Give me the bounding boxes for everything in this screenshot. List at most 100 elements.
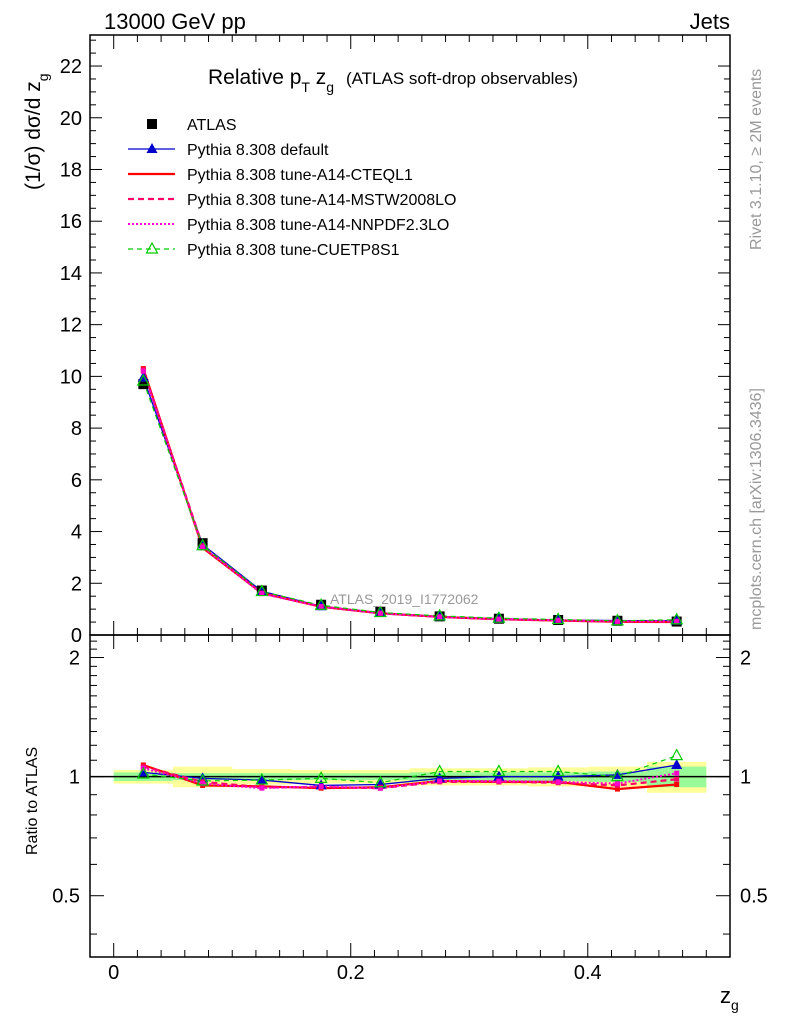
ratio-point-cteql1 [614, 786, 620, 792]
main-y-tick-label: 18 [60, 159, 82, 181]
mcplots-label: mcplots.cern.ch [arXiv:1306.3436] [748, 388, 765, 630]
ratio-point-default [434, 772, 446, 783]
ratio-point-cteql1 [674, 782, 680, 788]
ratio-point-nnpdf [318, 783, 324, 789]
ratio-point-cuetp8s1 [551, 764, 565, 777]
ratio-point-default [374, 778, 386, 789]
ratio-point-cuetp8s1 [670, 748, 684, 761]
main-frame [89, 34, 731, 636]
ratio-y-ticks: 0.5 0.5 1 1 2 2 [52, 640, 768, 935]
main-point-cuetp8s1 [670, 612, 684, 625]
legend-label-nnpdf: Pythia 8.308 tune-A14-NNPDF2.3LO [187, 217, 449, 234]
main-y-tick-label: 4 [71, 522, 82, 544]
main-y-tick-label: 0 [71, 625, 82, 647]
ratio-line-nnpdf [143, 767, 677, 790]
main-point-default [256, 585, 268, 596]
main-line-mstw [142, 369, 677, 623]
ratio-series-lines [142, 755, 677, 791]
main-y-tick-label: 12 [60, 315, 82, 337]
main-y-tick-label: 14 [60, 263, 82, 285]
main-y-tick-label: 10 [60, 366, 82, 388]
ratio-point-nnpdf [437, 778, 443, 784]
ratio-point-nnpdf [259, 785, 265, 791]
main-point-cuetp8s1 [610, 613, 624, 626]
title-z: z [310, 66, 326, 89]
ratio-y-tick-label: 0.5 [52, 886, 80, 908]
title-main: Relative p [208, 66, 301, 89]
legend-label-atlas: ATLAS [187, 117, 237, 134]
rivet-label: Rivet 3.1.10, ≥ 2M events [748, 69, 765, 250]
y-label-pre: (1/σ) dσ/d z [22, 81, 45, 190]
ratio-point-cuetp8s1 [492, 764, 506, 777]
main-y-tick-label: 6 [71, 470, 82, 492]
main-point-cuetp8s1 [255, 584, 269, 597]
ratio-point-nnpdf [377, 785, 383, 791]
x-tick-label: 0.2 [337, 962, 365, 984]
legend-marker-default [146, 143, 158, 153]
main-y-label: (1/σ) dσ/d zg [22, 73, 51, 190]
header-right: Jets [690, 9, 730, 34]
legend-marker-atlas [147, 119, 157, 129]
ratio-y-tick-label-right: 2 [740, 648, 751, 670]
x-label-main: z [720, 983, 731, 1008]
main-point-nnpdf [377, 610, 383, 616]
main-line-cuetp8s1 [142, 380, 677, 622]
main-y-tick-label: 8 [71, 418, 82, 440]
title-sub-T: T [301, 79, 310, 95]
main-point-nnpdf [140, 368, 146, 374]
ratio-frame [89, 634, 731, 958]
main-line-nnpdf [142, 370, 677, 623]
y-label-sub: g [35, 73, 51, 81]
ratio-point-nnpdf [555, 779, 561, 785]
main-point-cuetp8s1 [136, 373, 150, 386]
main-point-cuetp8s1 [196, 538, 210, 551]
ratio-line-mstw [143, 765, 677, 790]
main-x-ticks [113, 35, 707, 635]
main-point-nnpdf [614, 618, 620, 624]
ratio-point-cuetp8s1 [373, 775, 387, 788]
main-y-tick-label: 2 [71, 573, 82, 595]
ratio-y-label: Ratio to ATLAS [24, 747, 41, 855]
title-sub-g: g [326, 79, 334, 95]
ratio-line-default [143, 764, 677, 787]
chart-title: Relative pT zg (ATLAS soft-drop observab… [208, 66, 578, 97]
legend-label-mstw: Pythia 8.308 tune-A14-MSTW2008LO [187, 192, 456, 209]
ratio-panel: 0.5 0.5 1 1 2 2 0 0.2 0.4 Ratio to ATLAS zg [24, 634, 768, 1013]
main-point-nnpdf [318, 604, 324, 610]
ratio-point-cuetp8s1 [610, 769, 624, 782]
watermark: ATLAS_2019_I1772062 [330, 591, 479, 607]
main-y-tick-label: 20 [60, 108, 82, 130]
ratio-point-default [671, 758, 683, 769]
ratio-x-ticks: 0 0.2 0.4 [108, 635, 707, 984]
ratio-point-nnpdf [200, 781, 206, 787]
ratio-point-cuetp8s1 [136, 766, 150, 779]
ratio-point-cuetp8s1 [255, 772, 269, 785]
x-label-sub: g [731, 997, 739, 1013]
ratio-y-tick-label: 2 [69, 648, 80, 670]
main-line-default [142, 377, 677, 622]
ratio-y-tick-label-right: 0.5 [740, 886, 768, 908]
main-line-cteql1 [142, 368, 677, 624]
main-y-tick-label: 16 [60, 211, 82, 233]
ratio-point-default [256, 774, 268, 785]
main-point-nnpdf [674, 618, 680, 624]
ratio-point-cuetp8s1 [196, 773, 210, 786]
legend-label-cuetp8s1: Pythia 8.308 tune-CUETP8S1 [187, 242, 400, 259]
title-extra: (ATLAS soft-drop observables) [346, 69, 578, 88]
main-point-cuetp8s1 [433, 608, 447, 621]
legend-label-cteql1: Pythia 8.308 tune-A14-CTEQL1 [187, 167, 413, 184]
main-point-cuetp8s1 [551, 612, 565, 625]
ratio-point-cuetp8s1 [314, 771, 328, 783]
legend-marker-cuetp8s1 [145, 241, 159, 254]
main-point-cuetp8s1 [373, 605, 387, 618]
ratio-point-cuetp8s1 [433, 764, 447, 777]
main-series-points [136, 366, 684, 627]
main-y-ticks: 0 2 4 6 8 10 12 14 16 18 20 22 [60, 39, 730, 647]
ratio-point-mstw [674, 776, 680, 782]
ratio-y-tick-label: 1 [69, 767, 80, 789]
main-point-nnpdf [200, 544, 206, 550]
main-series-lines [142, 368, 677, 624]
main-point-nnpdf [259, 591, 265, 597]
